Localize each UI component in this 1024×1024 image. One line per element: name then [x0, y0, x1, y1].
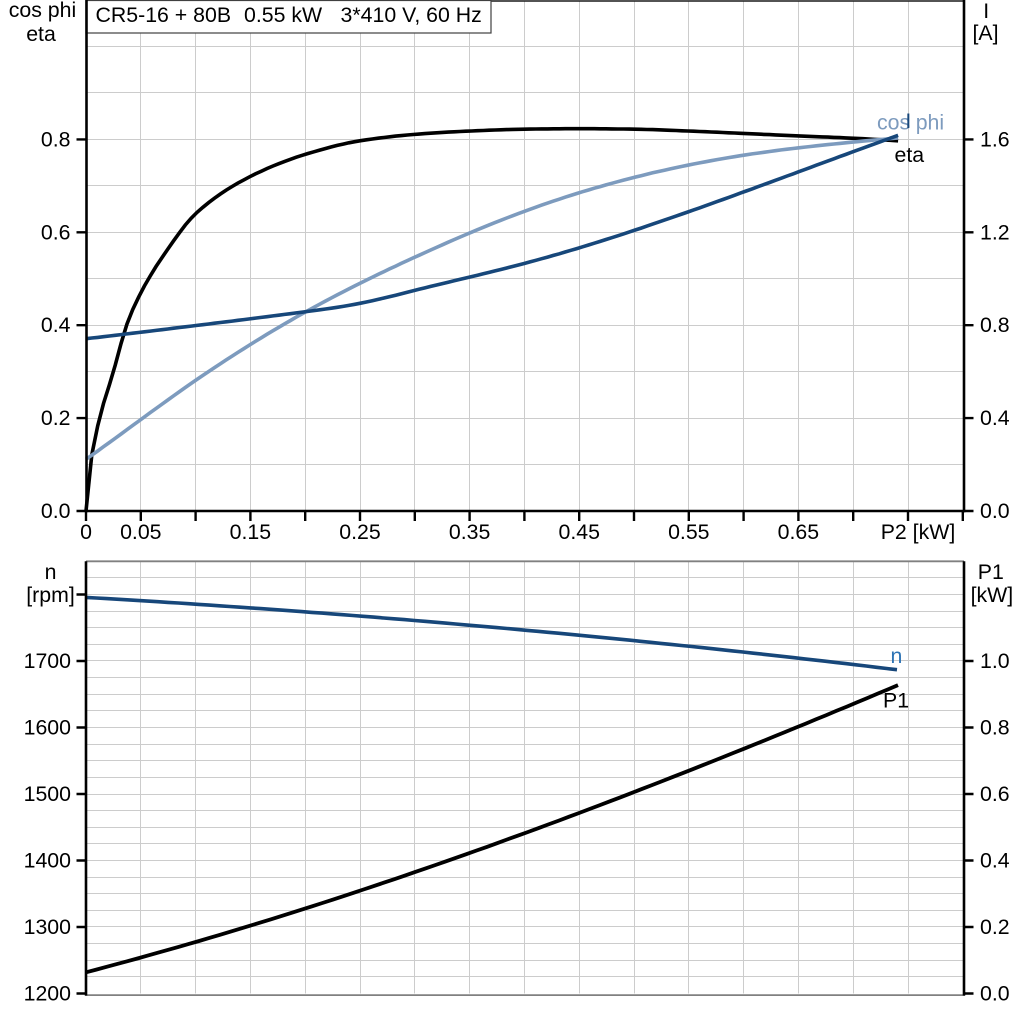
svg-text:0.0: 0.0	[41, 499, 71, 523]
svg-text:0.8: 0.8	[980, 313, 1010, 337]
svg-text:0.05: 0.05	[120, 520, 161, 544]
svg-text:0.4: 0.4	[980, 406, 1010, 430]
svg-text:0.6: 0.6	[980, 782, 1010, 806]
svg-text:[rpm]: [rpm]	[26, 583, 75, 607]
svg-text:0.65: 0.65	[778, 520, 819, 544]
svg-text:1200: 1200	[24, 982, 72, 1006]
svg-text:0.25: 0.25	[339, 520, 380, 544]
svg-text:0.55: 0.55	[668, 520, 709, 544]
svg-text:0.55 kW: 0.55 kW	[244, 3, 323, 27]
svg-text:0.4: 0.4	[980, 849, 1010, 873]
svg-text:cos: cos	[877, 110, 910, 134]
svg-text:1.2: 1.2	[980, 220, 1010, 244]
svg-text:eta: eta	[26, 22, 56, 46]
svg-text:P2 [kW]: P2 [kW]	[881, 520, 956, 544]
svg-text:phi: phi	[916, 110, 944, 134]
svg-text:1700: 1700	[24, 649, 72, 673]
svg-text:0.2: 0.2	[980, 915, 1010, 939]
svg-text:0.35: 0.35	[449, 520, 490, 544]
svg-text:1300: 1300	[24, 915, 72, 939]
svg-text:I: I	[905, 109, 911, 133]
svg-text:cos phi: cos phi	[9, 0, 76, 22]
svg-text:0.6: 0.6	[41, 220, 71, 244]
svg-text:0.0: 0.0	[980, 499, 1010, 523]
svg-text:n: n	[891, 644, 903, 668]
svg-text:0.8: 0.8	[980, 716, 1010, 740]
svg-text:P1: P1	[883, 688, 909, 712]
svg-text:[A]: [A]	[972, 21, 998, 45]
svg-text:1.6: 1.6	[980, 127, 1010, 151]
svg-text:1.0: 1.0	[980, 649, 1010, 673]
svg-text:0.45: 0.45	[558, 520, 599, 544]
svg-text:eta: eta	[895, 143, 925, 167]
svg-text:CR5-16 + 80B: CR5-16 + 80B	[96, 3, 232, 27]
svg-text:3*410 V, 60 Hz: 3*410 V, 60 Hz	[341, 3, 482, 27]
svg-text:I: I	[983, 0, 989, 23]
svg-text:0.4: 0.4	[41, 313, 71, 337]
svg-text:0: 0	[80, 520, 92, 544]
svg-text:0.15: 0.15	[230, 520, 271, 544]
svg-text:1400: 1400	[24, 849, 72, 873]
svg-text:0.8: 0.8	[41, 127, 71, 151]
svg-text:n: n	[45, 560, 57, 584]
svg-text:P1: P1	[978, 560, 1004, 584]
svg-text:0.0: 0.0	[980, 982, 1010, 1006]
svg-text:1600: 1600	[24, 716, 72, 740]
svg-text:0.2: 0.2	[41, 406, 71, 430]
svg-text:[kW]: [kW]	[971, 583, 1014, 607]
svg-text:1500: 1500	[24, 782, 72, 806]
